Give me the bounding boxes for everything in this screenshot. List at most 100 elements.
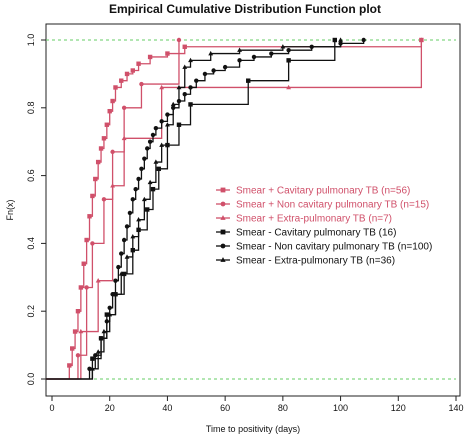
- data-point: [101, 328, 107, 334]
- data-point: [182, 64, 188, 69]
- data-point: [84, 237, 89, 243]
- data-point: [90, 356, 95, 361]
- data-point: [237, 58, 242, 63]
- data-point: [208, 50, 214, 56]
- data-point: [72, 329, 78, 334]
- legend-label: Smear + Cavitary pulmonary TB (n=56): [236, 186, 410, 197]
- x-tick-label: 120: [391, 403, 406, 413]
- data-point: [130, 197, 135, 202]
- data-point: [104, 122, 110, 127]
- data-point: [182, 92, 187, 97]
- data-point: [136, 61, 141, 66]
- legend-item: Smear + Non cavitary pulmonary TB (n=15): [216, 200, 429, 211]
- data-point: [139, 81, 144, 87]
- data-point: [75, 353, 81, 358]
- legend-marker: [220, 229, 226, 235]
- y-tick-label: 0.4: [26, 237, 36, 250]
- chart-title: Empirical Cumulative Distribution Functi…: [109, 2, 381, 16]
- legend-marker: [220, 243, 226, 249]
- data-point: [188, 57, 193, 63]
- y-tick-label: 0.2: [26, 305, 36, 318]
- y-axis-label: Fn(x): [5, 200, 15, 221]
- data-point: [182, 44, 187, 49]
- data-point: [202, 71, 208, 77]
- data-point: [101, 136, 107, 141]
- data-point: [246, 78, 251, 83]
- data-point: [124, 224, 130, 229]
- data-point: [98, 146, 104, 151]
- data-point: [176, 84, 182, 90]
- legend-label: Smear - Cavitary pulmonary TB (16): [236, 228, 396, 239]
- data-point: [81, 261, 86, 266]
- data-point: [90, 193, 95, 199]
- data-point: [110, 149, 115, 155]
- data-point: [118, 271, 124, 276]
- legend-item: Smear + Extra-pulmonary TB (n=7): [216, 214, 392, 225]
- legend-marker: [220, 187, 226, 193]
- data-point: [93, 176, 98, 182]
- data-point: [159, 84, 165, 90]
- data-point: [104, 312, 110, 317]
- data-point: [237, 47, 242, 52]
- legend-label: Smear + Non cavitary pulmonary TB (n=15): [236, 200, 429, 211]
- data-point: [67, 363, 72, 368]
- data-point: [338, 37, 343, 42]
- data-point: [194, 78, 199, 83]
- data-point: [286, 58, 291, 63]
- data-point: [124, 254, 130, 259]
- x-axis-label: Time to positivity (days): [206, 424, 300, 434]
- data-point: [133, 186, 138, 192]
- legend-marker: [220, 215, 226, 220]
- data-point: [121, 105, 127, 111]
- plot-frame: [45, 23, 461, 397]
- data-point: [136, 217, 141, 222]
- data-point: [110, 183, 116, 188]
- data-point: [176, 122, 182, 127]
- data-point: [78, 285, 84, 290]
- data-point: [107, 108, 112, 114]
- series-2: [46, 37, 182, 380]
- data-point: [156, 166, 161, 172]
- series-3: [46, 37, 424, 380]
- data-point: [418, 37, 424, 42]
- data-point: [165, 112, 170, 117]
- data-point: [269, 51, 274, 56]
- data-point: [165, 122, 170, 127]
- data-point: [147, 179, 153, 185]
- data-point: [87, 214, 92, 219]
- data-point: [104, 319, 110, 324]
- data-point: [127, 210, 133, 216]
- data-point: [159, 119, 164, 124]
- legend-marker: [220, 201, 226, 207]
- legend-item: Smear - Extra-pulmonary TB (n=36): [216, 256, 395, 267]
- data-point: [119, 78, 124, 83]
- data-point: [145, 146, 150, 151]
- data-point: [150, 132, 156, 138]
- data-point: [95, 278, 101, 283]
- x-tick-label: 20: [105, 403, 115, 413]
- data-point: [147, 139, 153, 144]
- y-tick-label: 0.8: [26, 102, 36, 115]
- data-point: [110, 98, 115, 104]
- data-point: [147, 54, 153, 60]
- data-point: [95, 349, 101, 354]
- data-point: [107, 305, 112, 311]
- data-point: [116, 264, 121, 270]
- data-point: [222, 64, 228, 70]
- data-point: [150, 186, 156, 192]
- data-point: [84, 285, 89, 290]
- data-point: [98, 336, 104, 341]
- legend-label: Smear + Extra-pulmonary TB (n=7): [236, 214, 392, 225]
- data-point: [119, 251, 124, 256]
- data-point: [78, 328, 84, 334]
- x-tick-label: 60: [220, 403, 230, 413]
- data-point: [361, 37, 366, 43]
- x-tick-label: 0: [49, 403, 54, 413]
- data-point: [113, 278, 118, 283]
- data-point: [211, 68, 216, 73]
- data-point: [90, 241, 95, 246]
- data-point: [286, 47, 291, 53]
- data-point: [165, 51, 170, 56]
- legend-item: Smear + Cavitary pulmonary TB (n=56): [216, 186, 410, 197]
